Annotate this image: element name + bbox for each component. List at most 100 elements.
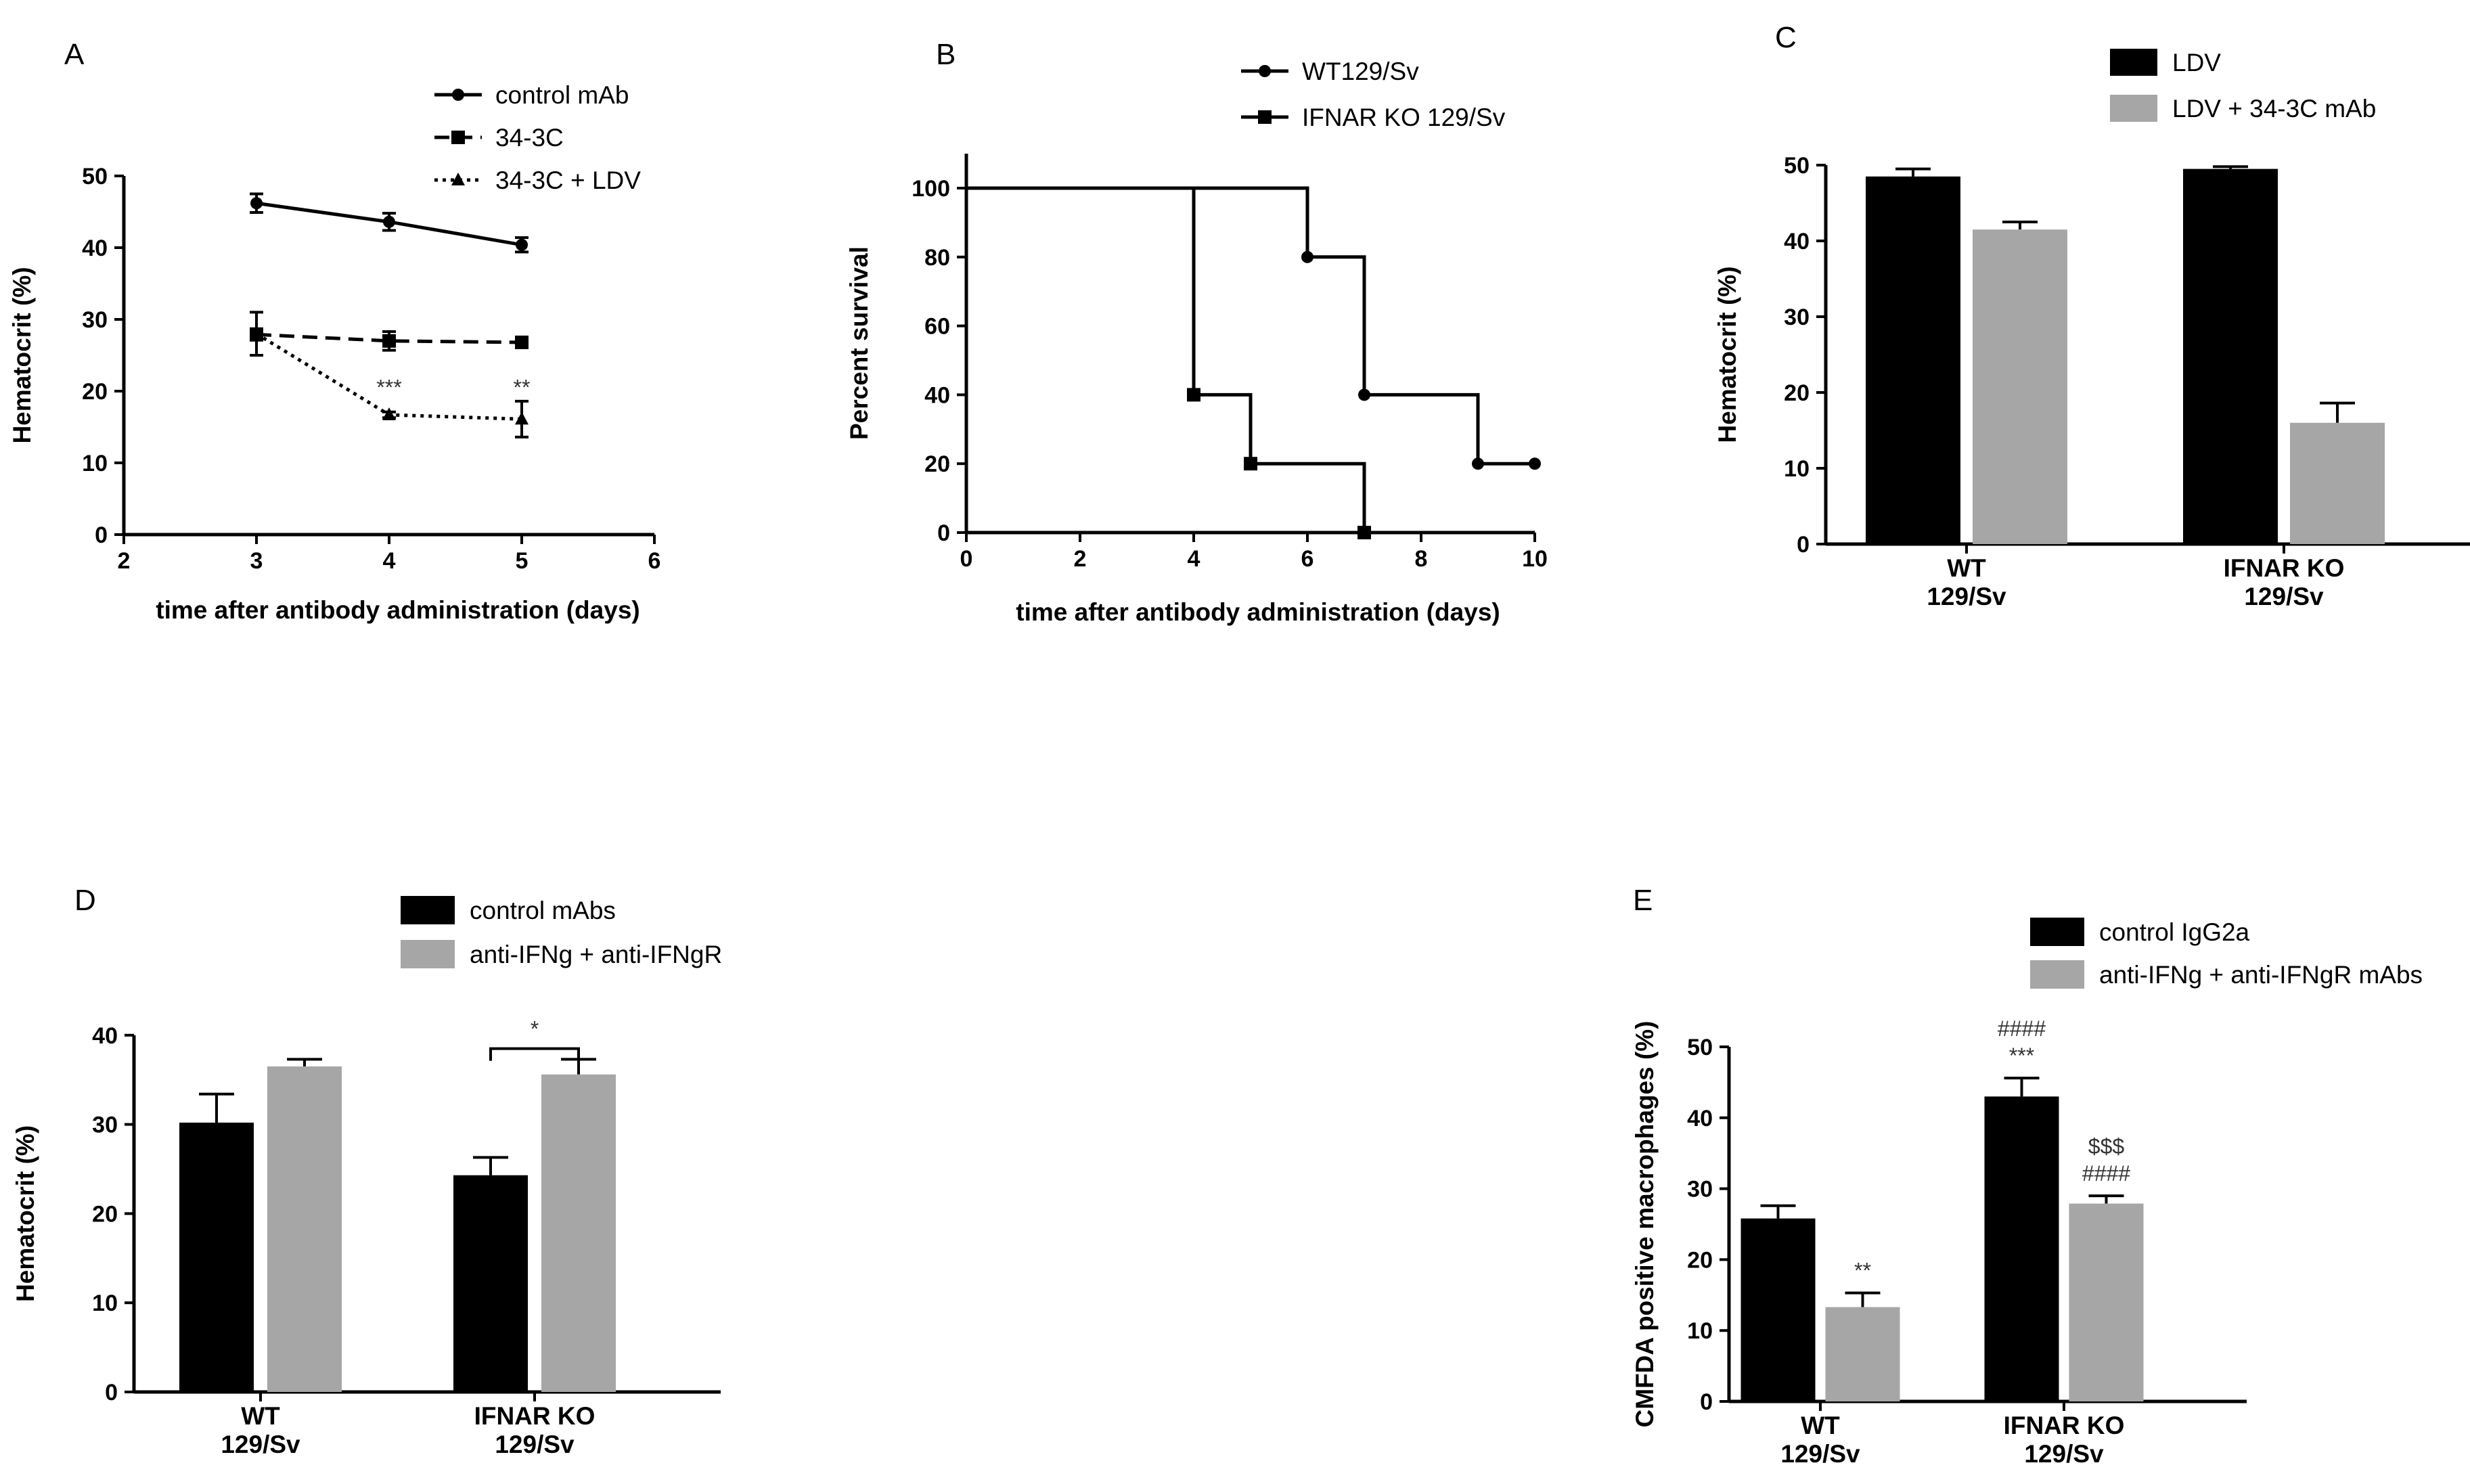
- x-axis-title: time after antibody administration (days…: [156, 596, 639, 624]
- y-tick-label: 10: [1784, 456, 1810, 482]
- y-tick-label: 20: [924, 451, 950, 477]
- panel-letter: D: [74, 884, 96, 917]
- y-tick-label: 0: [95, 522, 108, 548]
- panel-letter: A: [64, 38, 85, 71]
- legend-label: anti-IFNg + anti-IFNgR: [470, 941, 722, 968]
- panel-e: E 0 10 20 30 40 50 CMFDA positive macrophages (…: [1631, 884, 2423, 1468]
- legend-marker: [451, 131, 465, 144]
- y-tick-label: 40: [82, 235, 108, 261]
- category-label: IFNAR KO: [2224, 554, 2345, 582]
- category-sublabel: 129/Sv: [495, 1431, 575, 1458]
- y-tick-label: 50: [1687, 1035, 1713, 1060]
- x-tick-label: 10: [1522, 546, 1548, 572]
- survival-step-line: [966, 186, 1535, 466]
- y-axis-title: Hematocrit (%): [12, 1125, 39, 1302]
- category-sublabel: 129/Sv: [1780, 1440, 1860, 1468]
- significance-label: ***: [2009, 1043, 2034, 1068]
- legend-label: LDV: [2172, 49, 2221, 76]
- y-tick-label: 0: [1700, 1389, 1713, 1415]
- category-sublabel: 129/Sv: [221, 1431, 300, 1458]
- series-1: [1825, 1194, 2144, 1401]
- panel-letter: B: [936, 38, 956, 71]
- panel-a: A 0 10 20 30 40 50 Hematocrit (%) 2 3 4 5 6 time afte…: [8, 38, 660, 624]
- data-point: [1357, 526, 1371, 539]
- panel-letter: C: [1775, 21, 1797, 54]
- y-tick-label: 40: [1687, 1106, 1713, 1131]
- series-1: [267, 1058, 616, 1392]
- bar: [1866, 176, 1960, 544]
- category-sublabel: 129/Sv: [1927, 583, 2006, 610]
- legend-label: 34-3C: [495, 124, 564, 152]
- legend-label: control mAb: [495, 81, 629, 109]
- legend-marker: [452, 89, 464, 101]
- y-tick-label: 30: [92, 1112, 118, 1138]
- x-axis-title: time after antibody administration (days…: [1016, 598, 1500, 626]
- data-point: [516, 238, 528, 251]
- bar: [2183, 168, 2278, 545]
- y-tick-label: 10: [1687, 1318, 1713, 1344]
- x-tick-label: 0: [960, 546, 973, 572]
- x-tick-label: 8: [1415, 546, 1428, 572]
- data-point: [250, 197, 263, 210]
- x-tick-label: 6: [1301, 546, 1314, 572]
- legend-swatch: [401, 896, 455, 924]
- y-axis-title: CMFDA positive macrophages (%): [1631, 1021, 1659, 1428]
- data-point: [383, 215, 395, 228]
- y-tick-label: 30: [1784, 305, 1810, 330]
- x-tick-label: 4: [383, 548, 396, 574]
- data-point: [1472, 457, 1484, 470]
- y-tick-label: 0: [1797, 532, 1810, 558]
- bar: [2290, 422, 2385, 544]
- y-axis-title: Hematocrit (%): [8, 267, 36, 443]
- legend-label: LDV + 34-3C mAb: [2172, 95, 2376, 122]
- series-0: [1866, 165, 2278, 545]
- series-1: [1973, 221, 2385, 544]
- bar: [1973, 229, 2067, 544]
- significance-label: **: [1854, 1259, 1871, 1283]
- survival-step-line: [966, 186, 1366, 533]
- bar: [2069, 1203, 2144, 1401]
- bar: [267, 1066, 342, 1392]
- bar: [453, 1175, 528, 1392]
- y-tick-label: 0: [105, 1380, 118, 1406]
- y-tick-label: 80: [924, 245, 950, 271]
- panel-b: B 0 20 40 60 80 100 Percent survival 0 2 4 6 8 10 time…: [845, 38, 1548, 626]
- y-tick-label: 10: [92, 1290, 118, 1316]
- series-1: [966, 186, 1371, 539]
- significance-bracket: [489, 1047, 580, 1061]
- category-label: WT: [241, 1402, 280, 1430]
- x-tick-label: 4: [1188, 546, 1200, 572]
- bar: [1984, 1096, 2059, 1401]
- series-line: [256, 332, 522, 344]
- significance-label: $$$: [2088, 1134, 2125, 1159]
- y-tick-label: 60: [924, 314, 950, 340]
- legend-swatch: [2110, 95, 2157, 122]
- data-point: [515, 411, 529, 425]
- y-tick-label: 40: [92, 1023, 118, 1049]
- category-sublabel: 129/Sv: [2244, 583, 2324, 610]
- data-point: [1244, 457, 1257, 471]
- legend-swatch: [2030, 918, 2084, 946]
- data-point: [1529, 457, 1541, 470]
- y-axis-title: Hematocrit (%): [1713, 266, 1741, 443]
- x-tick-label: 2: [118, 548, 131, 574]
- category-label: WT: [1947, 554, 1986, 582]
- data-point: [515, 335, 529, 349]
- series-0: [179, 1092, 528, 1392]
- y-tick-label: 20: [1687, 1247, 1713, 1273]
- bar: [541, 1074, 616, 1392]
- legend-label: control mAbs: [470, 897, 616, 924]
- data-point: [1301, 250, 1313, 263]
- y-tick-label: 20: [92, 1201, 118, 1227]
- significance-label: *: [531, 1017, 539, 1041]
- y-tick-label: 100: [912, 176, 950, 202]
- category-sublabel: 129/Sv: [2024, 1440, 2104, 1468]
- significance-label: ***: [376, 375, 401, 399]
- category-label: IFNAR KO: [474, 1402, 596, 1430]
- legend-marker: [1258, 110, 1272, 124]
- data-point: [1187, 388, 1200, 402]
- significance-label: **: [514, 375, 531, 399]
